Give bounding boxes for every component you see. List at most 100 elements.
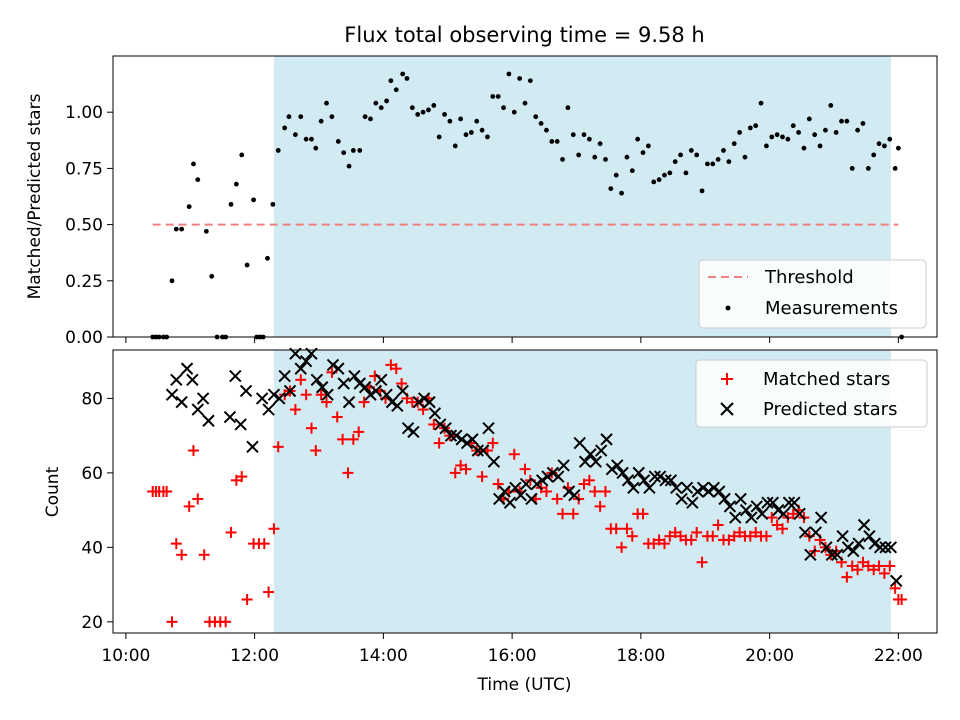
predicted-star-point: [686, 496, 699, 509]
predicted-star-point: [729, 511, 742, 524]
predicted-star-point: [798, 526, 812, 539]
predicted-star-point: [739, 503, 753, 517]
measurement-point: [318, 118, 324, 124]
predicted-star-point: [417, 392, 431, 405]
predicted-star-point: [202, 414, 215, 427]
predicted-star-point: [375, 373, 388, 386]
top-plot-frame: [112, 55, 938, 338]
measurement-point: [629, 168, 635, 174]
predicted-star-point: [707, 481, 721, 494]
measurement-point: [420, 109, 426, 115]
x-tick-label: 16:00: [488, 646, 537, 666]
measurement-point: [533, 114, 539, 120]
predicted-star-point: [196, 392, 210, 405]
measurement-point: [662, 172, 667, 178]
measurement-point: [362, 114, 368, 120]
predicted-star-point: [262, 403, 275, 416]
predicted-star-point: [578, 455, 592, 468]
measurement-point: [452, 143, 458, 149]
measurement-point: [479, 127, 485, 133]
predicted-star-point: [675, 492, 688, 506]
matched-star-point: [707, 530, 719, 542]
matched-star-point: [321, 396, 333, 408]
measurement-point: [597, 141, 603, 147]
measurement-point: [329, 114, 335, 120]
measurement-point: [619, 190, 624, 196]
matched-star-point: [161, 486, 173, 497]
predicted-star-point: [332, 362, 345, 375]
predicted-star-point: [530, 477, 544, 491]
predicted-star-point: [321, 388, 334, 401]
matched-star-point: [766, 512, 778, 524]
matched-star-point: [449, 467, 461, 479]
measurement-point: [560, 157, 565, 162]
predicted-star-point: [573, 436, 586, 450]
predicted-star-point: [450, 429, 463, 442]
measurement-point: [173, 226, 179, 232]
measurement-point: [244, 262, 250, 268]
y-tick-label: 0.25: [65, 272, 103, 292]
predicted-star-point: [777, 507, 790, 521]
predicted-star-point: [498, 485, 511, 498]
predicted-star-point: [191, 403, 204, 416]
matched-star-point: [192, 493, 204, 505]
matched-star-point: [594, 500, 606, 512]
matched-star-point: [263, 586, 275, 598]
measurement-point: [251, 197, 256, 203]
predicted-star-point: [239, 384, 253, 398]
measurement-point: [895, 145, 901, 151]
measurement-point: [635, 136, 641, 142]
measurement-point: [764, 143, 769, 149]
bottom-plot-frame: [112, 349, 938, 634]
predicted-star-point: [664, 474, 678, 487]
predicted-star-point: [514, 489, 527, 502]
predicted-star-point: [691, 485, 704, 498]
measurement-point: [309, 136, 314, 142]
matched-star-point: [305, 422, 317, 434]
measurement-point: [506, 71, 512, 77]
measurement-point: [501, 105, 506, 111]
predicted-star-point: [745, 511, 758, 524]
legend-matched-label: Matched stars: [763, 369, 890, 390]
measurement-point: [549, 139, 555, 144]
measurement-point: [490, 94, 496, 99]
predicted-star-point: [546, 466, 560, 480]
predicted-star-point: [299, 354, 313, 368]
measurement-point: [860, 121, 866, 126]
predicted-star-point: [434, 418, 447, 431]
measurement-point: [368, 116, 373, 122]
measurement-point: [876, 141, 882, 147]
measurement-point: [608, 186, 614, 192]
predicted-star-point: [621, 474, 635, 487]
predicted-star-point: [186, 373, 199, 386]
predicted-star-point: [466, 433, 479, 446]
measurement-point: [833, 130, 839, 135]
predicted-star-point: [283, 384, 297, 398]
matched-star-point: [268, 523, 280, 535]
matched-star-point: [310, 445, 322, 457]
predicted-star-point: [358, 381, 372, 394]
measurement-point: [688, 148, 694, 153]
predicted-star-point: [391, 399, 404, 413]
measurement-point: [415, 112, 421, 117]
predicted-star-point: [223, 410, 237, 424]
top-y-axis-label: Matched/Predicted stars: [25, 93, 45, 299]
predicted-star-point: [476, 444, 490, 457]
matched-star-point: [170, 538, 182, 550]
measurement-point: [186, 204, 192, 210]
predicted-star-point: [423, 395, 436, 409]
measurement-point: [823, 127, 828, 133]
matched-star-point: [315, 389, 327, 401]
measurement-point: [882, 143, 887, 149]
matched-star-point: [852, 564, 864, 576]
matched-star-point: [557, 508, 569, 520]
top-panel: Flux total observing time = 9.58 h 0.000…: [25, 23, 938, 348]
predicted-star-point: [562, 485, 576, 498]
measurement-point: [656, 177, 662, 183]
matched-star-point: [353, 426, 365, 438]
matched-star-point: [873, 560, 885, 572]
legend-measurements-label: Measurements: [765, 298, 898, 319]
predicted-star-point: [246, 440, 259, 454]
measurement-point: [468, 130, 474, 135]
predicted-star-point: [503, 496, 517, 509]
